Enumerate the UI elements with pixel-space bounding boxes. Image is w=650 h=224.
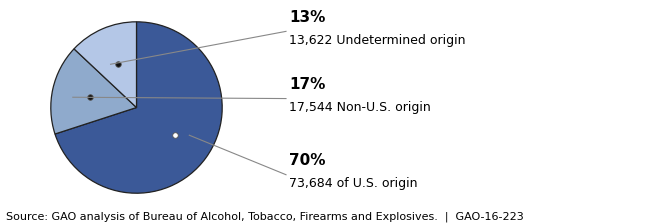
Text: 73,684 of U.S. origin: 73,684 of U.S. origin	[289, 177, 418, 190]
Text: 13,622 Undetermined origin: 13,622 Undetermined origin	[289, 34, 466, 47]
Text: 70%: 70%	[289, 153, 326, 168]
Text: 13%: 13%	[289, 10, 326, 25]
Wedge shape	[51, 49, 136, 134]
Text: Source: GAO analysis of Bureau of Alcohol, Tobacco, Firearms and Explosives.  | : Source: GAO analysis of Bureau of Alcoho…	[6, 211, 525, 222]
Text: 17,544 Non-U.S. origin: 17,544 Non-U.S. origin	[289, 101, 431, 114]
Wedge shape	[55, 22, 222, 193]
Wedge shape	[74, 22, 136, 108]
Text: 17%: 17%	[289, 77, 326, 92]
